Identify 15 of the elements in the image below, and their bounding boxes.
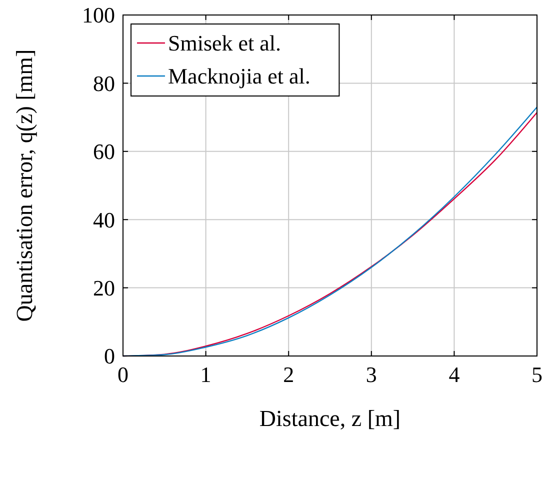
y-tick-label: 0 — [104, 344, 115, 369]
y-tick-label: 100 — [82, 2, 115, 28]
y-tick-label: 20 — [93, 276, 115, 300]
legend-label: Smisek et al. — [168, 30, 282, 56]
y-tick-label: 40 — [93, 207, 115, 232]
x-tick-label: 4 — [448, 362, 460, 387]
y-tick-label: 80 — [93, 70, 115, 96]
y-tick-label: 60 — [93, 139, 115, 164]
x-tick-label: 1 — [200, 362, 212, 387]
x-tick-label: 3 — [366, 362, 377, 387]
y-axis-title: Quantisation error, q(z) [mm] — [12, 49, 37, 322]
x-axis-title: Distance, z [m] — [259, 406, 401, 431]
x-tick-label: 5 — [532, 362, 542, 387]
legend-label: Macknojia et al. — [168, 64, 310, 89]
x-tick-label: 2 — [283, 362, 294, 387]
